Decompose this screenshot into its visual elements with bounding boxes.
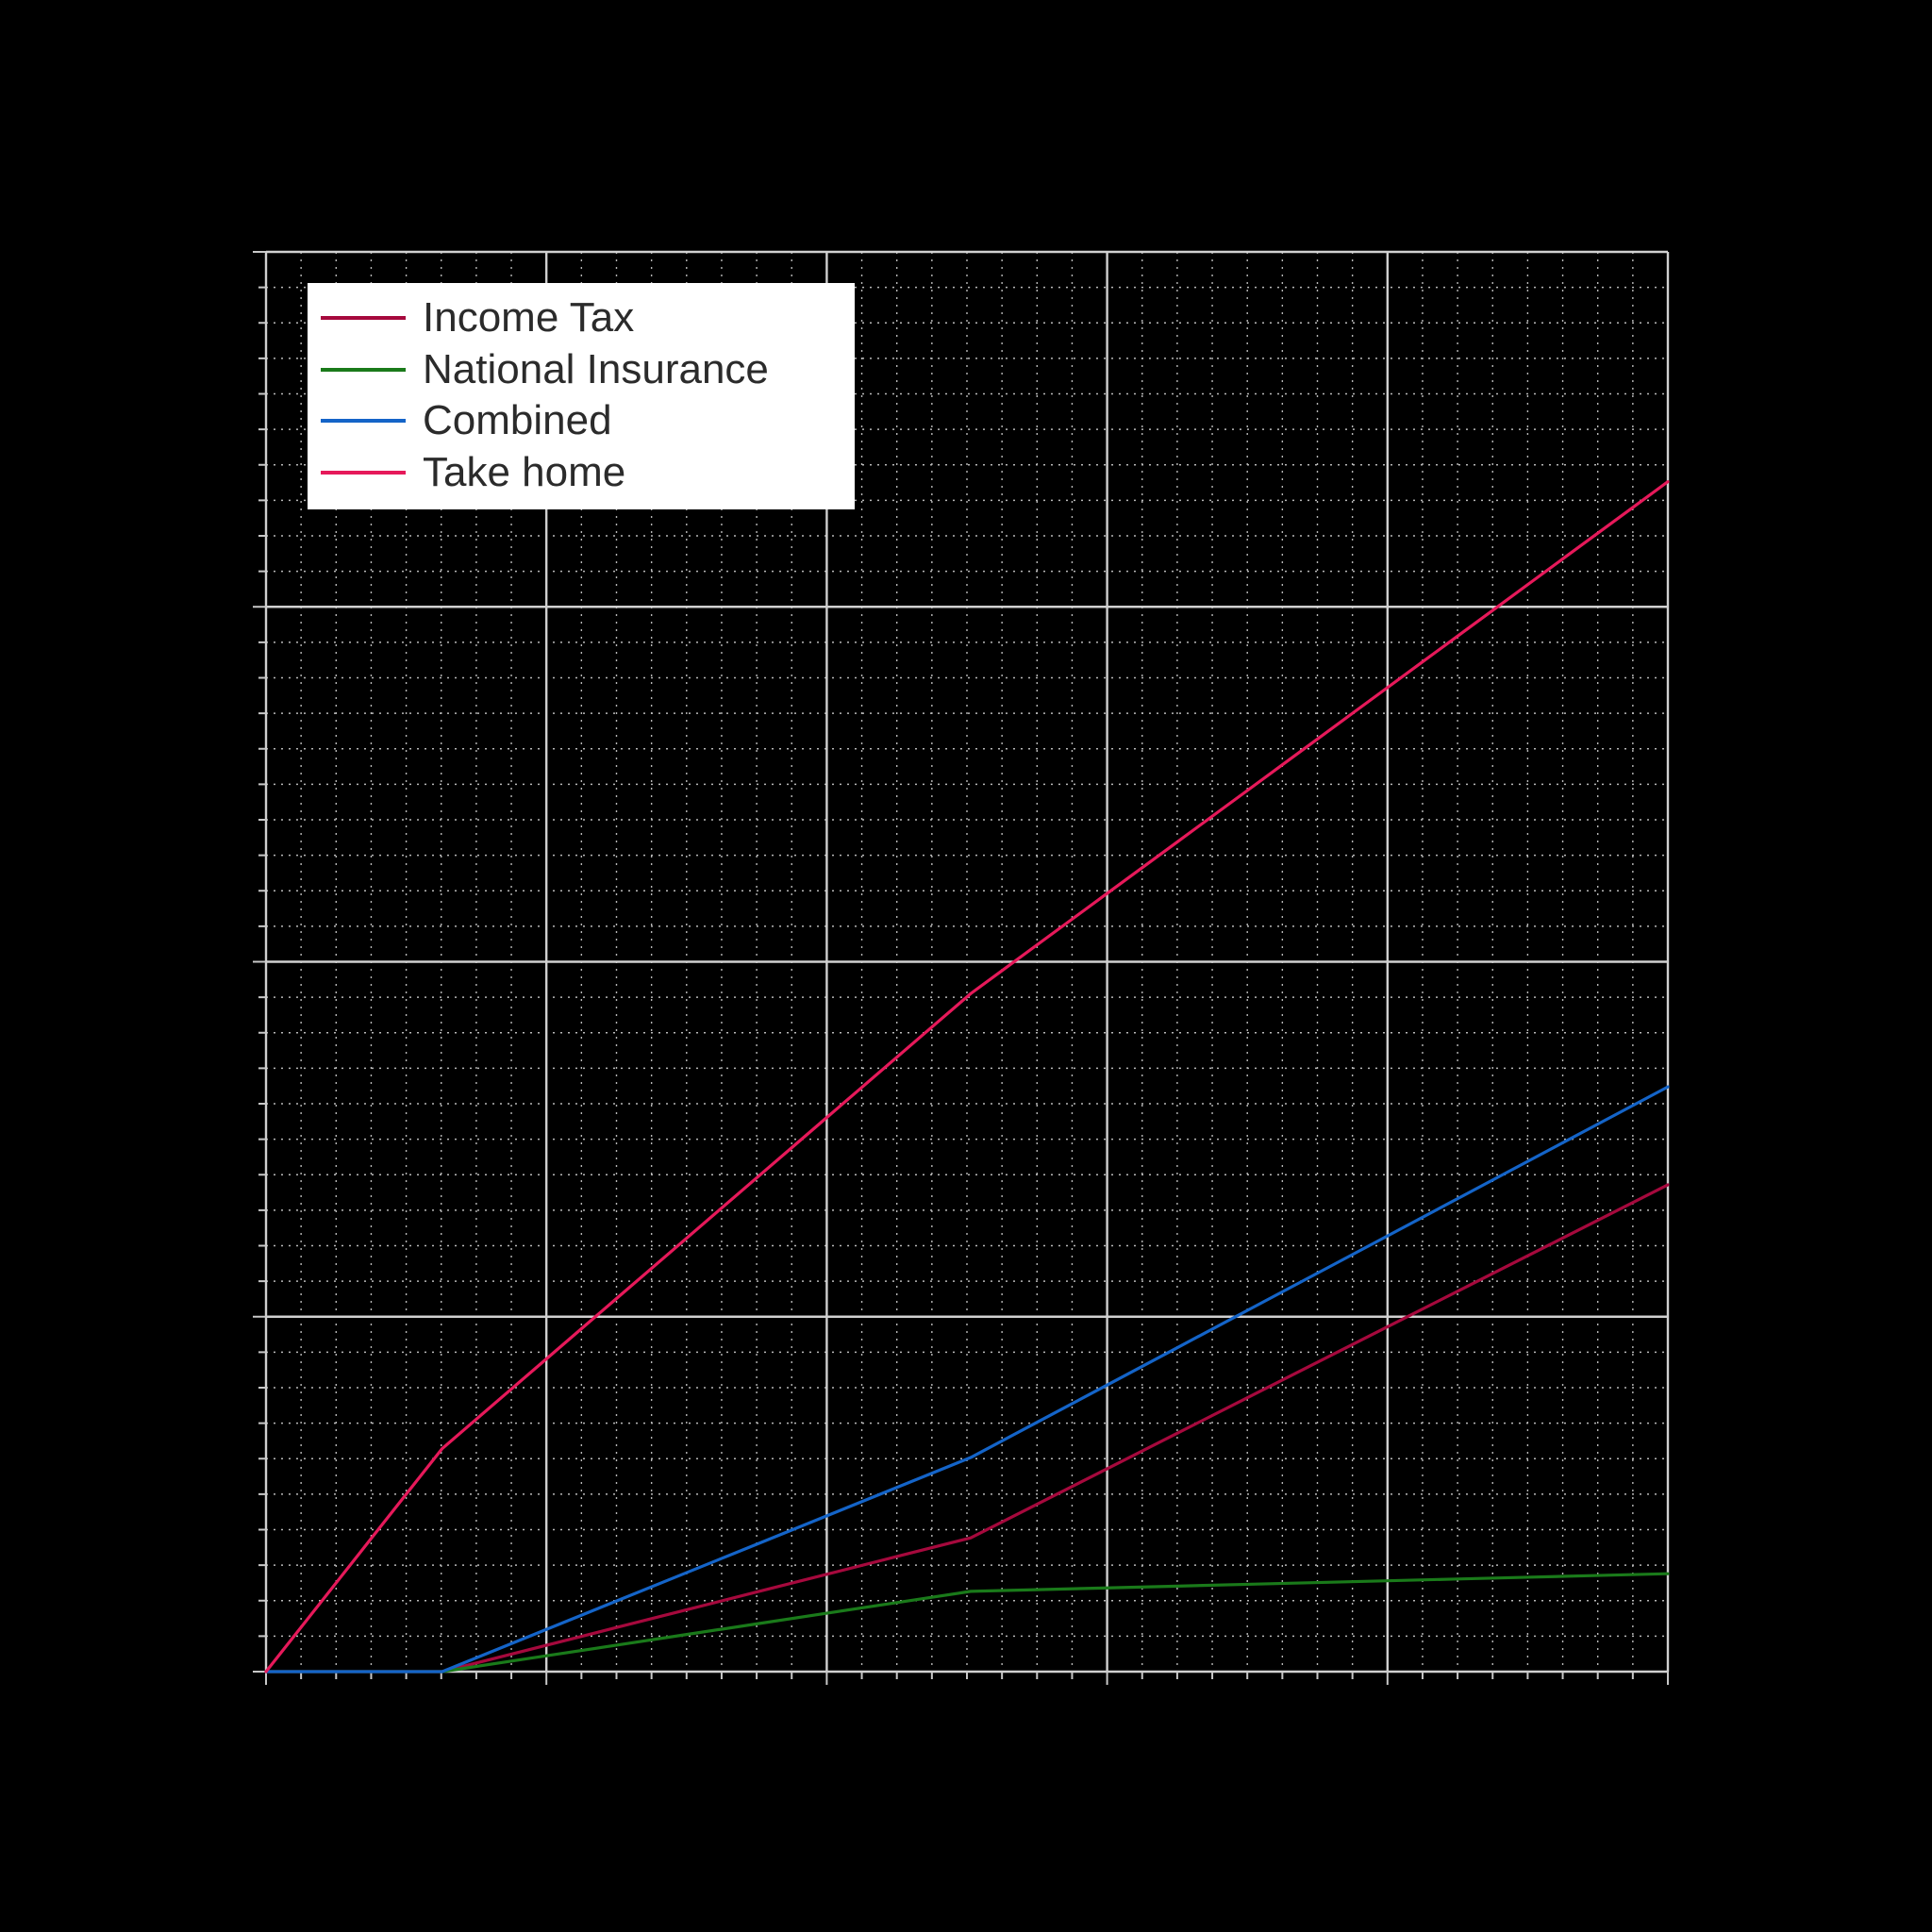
legend: Income Tax National InsuranceCombined Take… (308, 283, 855, 509)
legend-item-income_tax: Income Tax (321, 292, 841, 342)
legend-swatch-national_insurance (321, 360, 406, 379)
legend-swatch-combined (321, 411, 406, 430)
legend-label-national_insurance: National Insurance (423, 346, 769, 393)
legend-item-combined: Combined (321, 396, 841, 446)
legend-label-income_tax: Income Tax (423, 294, 634, 341)
legend-swatch-income_tax (321, 308, 406, 327)
series-income_tax (266, 1185, 1668, 1672)
legend-swatch-take_home (321, 463, 406, 482)
legend-label-take_home: Take home (423, 449, 625, 496)
legend-item-national_insurance: National Insurance (321, 344, 841, 394)
legend-item-take_home: Take home (321, 448, 841, 498)
legend-label-combined: Combined (423, 397, 612, 444)
series-combined (266, 1087, 1668, 1672)
